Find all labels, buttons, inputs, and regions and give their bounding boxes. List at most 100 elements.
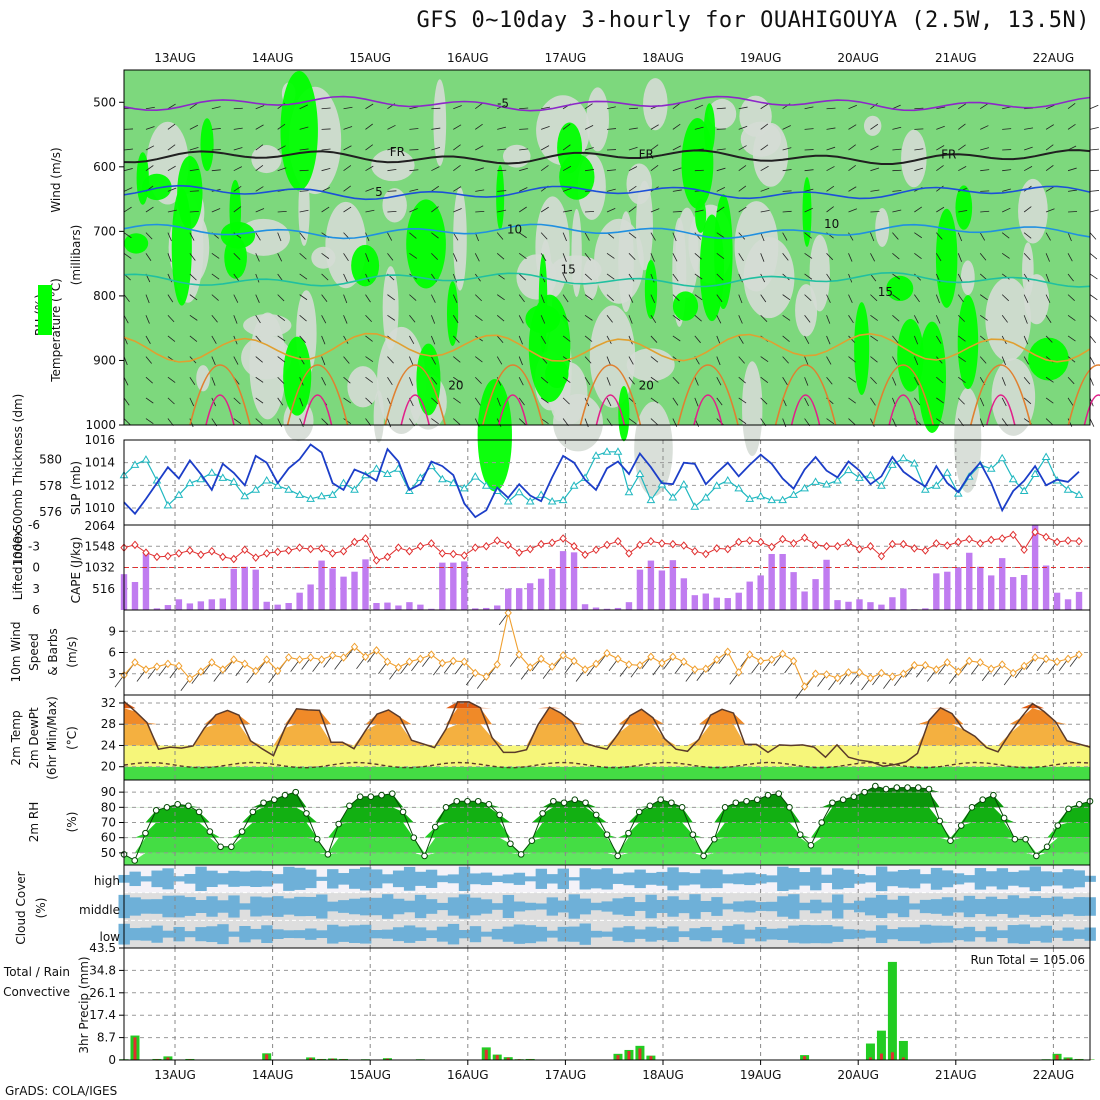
- wind-barb: [233, 107, 243, 110]
- lifted-index-point: [1075, 537, 1083, 546]
- wind-barb: [1067, 253, 1073, 262]
- rh-dry-patch: [251, 144, 282, 174]
- wind-barb: [870, 294, 878, 302]
- wind-barb: [167, 103, 176, 110]
- wind-barb: [957, 232, 963, 242]
- isotherm-20-loop: [872, 364, 934, 426]
- wind-barb: [255, 186, 264, 192]
- cloud-low-bar: [667, 926, 679, 942]
- wind-barb: [628, 232, 637, 239]
- lifted-index-point: [427, 539, 436, 548]
- wind-barb: [1089, 314, 1097, 322]
- wind-barb: [431, 397, 439, 405]
- rh-point: [195, 808, 203, 816]
- cloud-low-bar: [579, 923, 591, 945]
- wind10m-point: [603, 648, 611, 658]
- cloud-middle-bar: [612, 898, 624, 915]
- lifted-index-point: [778, 534, 787, 544]
- lifted-index-point: [548, 538, 556, 547]
- wind-barb: [519, 148, 529, 151]
- wind-barb: [672, 314, 681, 321]
- cloud-high-bar: [557, 868, 569, 890]
- wind-barb: [1045, 208, 1055, 213]
- wind-barb: [738, 145, 747, 151]
- temp-band-fill: [124, 724, 1090, 746]
- wind-barb: [1023, 356, 1030, 365]
- rh-point: [829, 799, 836, 807]
- wind10m-point: [548, 662, 556, 671]
- wind-barb: [826, 376, 833, 385]
- wind10m-point: [449, 656, 457, 666]
- cloud-middle-bar: [843, 903, 855, 910]
- isotherm-25-loop: [400, 394, 430, 426]
- cloud-low-bar: [689, 928, 701, 941]
- rh-tick-label: 70: [101, 816, 116, 830]
- wind-barb: [365, 376, 373, 383]
- wind-barb: [211, 169, 221, 172]
- cape-bar: [977, 566, 984, 610]
- isotherm-25-loop: [790, 394, 821, 426]
- lifted-index-point: [493, 536, 501, 545]
- cloud-low-bar: [129, 928, 141, 941]
- cloud-low-bar: [634, 929, 646, 939]
- wind-barb: [189, 377, 196, 385]
- slp-axis-label: SLP (mb): [69, 461, 83, 515]
- wind-barb: [826, 418, 835, 425]
- wind-barb: [189, 253, 196, 261]
- thickness-point: [635, 469, 645, 477]
- lifted-index-point: [252, 553, 260, 562]
- lifted-index-point: [1042, 532, 1050, 542]
- date-label-top: 21AUG: [935, 51, 977, 65]
- wind-barb: [540, 145, 550, 151]
- lifted-index-point: [515, 548, 523, 557]
- cloud-low-bar: [875, 925, 888, 944]
- cloud-high-bar: [897, 869, 910, 888]
- wind-barb: [299, 253, 307, 260]
- rh-moist-patch: [446, 281, 459, 346]
- cloud-low-bar: [645, 926, 657, 942]
- thickness-point: [920, 485, 930, 493]
- wind-barb: [913, 335, 919, 345]
- cloud-high-bar: [766, 875, 778, 883]
- wind-barb: [211, 208, 221, 213]
- rh-point: [882, 785, 890, 793]
- wind-barb: [826, 146, 836, 151]
- cloud-middle-bar: [766, 901, 778, 912]
- wind-barb: [518, 252, 527, 259]
- wind10m-point: [285, 653, 293, 662]
- cape-bar: [636, 569, 644, 610]
- upper-air-frame: [123, 69, 1091, 426]
- lifted-index-point: [811, 540, 820, 550]
- wind10m-point: [943, 658, 951, 667]
- wind-barb: [738, 125, 748, 130]
- rh-moist-patch: [955, 185, 973, 230]
- rh-dry-patch: [634, 401, 673, 497]
- wind-barb: [584, 356, 592, 364]
- wind-barb: [343, 356, 350, 364]
- wind-barb: [321, 187, 330, 192]
- thickness-point: [229, 477, 239, 485]
- wind-barb: [738, 165, 747, 172]
- wind-barb: [980, 169, 990, 172]
- cloud-middle-bar: [162, 895, 174, 918]
- wind-barb: [936, 397, 944, 404]
- cape-bar: [823, 559, 830, 610]
- wind-barb: [431, 356, 437, 365]
- wind-barb: [936, 206, 945, 213]
- wind-barb: [321, 273, 329, 281]
- cloud-middle-bar: [853, 900, 866, 913]
- cape-bar: [406, 602, 413, 610]
- cloud-high-bar: [799, 872, 811, 886]
- wind-barb: [167, 209, 177, 213]
- wind-barb: [848, 144, 856, 151]
- wind-barb: [409, 169, 419, 172]
- cloud-low-bar: [952, 928, 965, 941]
- wind-barb: [848, 397, 857, 404]
- wind-barb: [804, 377, 809, 386]
- rh-band-fill: [124, 807, 1090, 823]
- pressure-tick-label: 900: [93, 353, 116, 367]
- lifted-index-point: [932, 539, 940, 548]
- cloud-middle-bar: [217, 900, 229, 913]
- wind-barb: [562, 314, 570, 322]
- wind-barb: [518, 206, 527, 213]
